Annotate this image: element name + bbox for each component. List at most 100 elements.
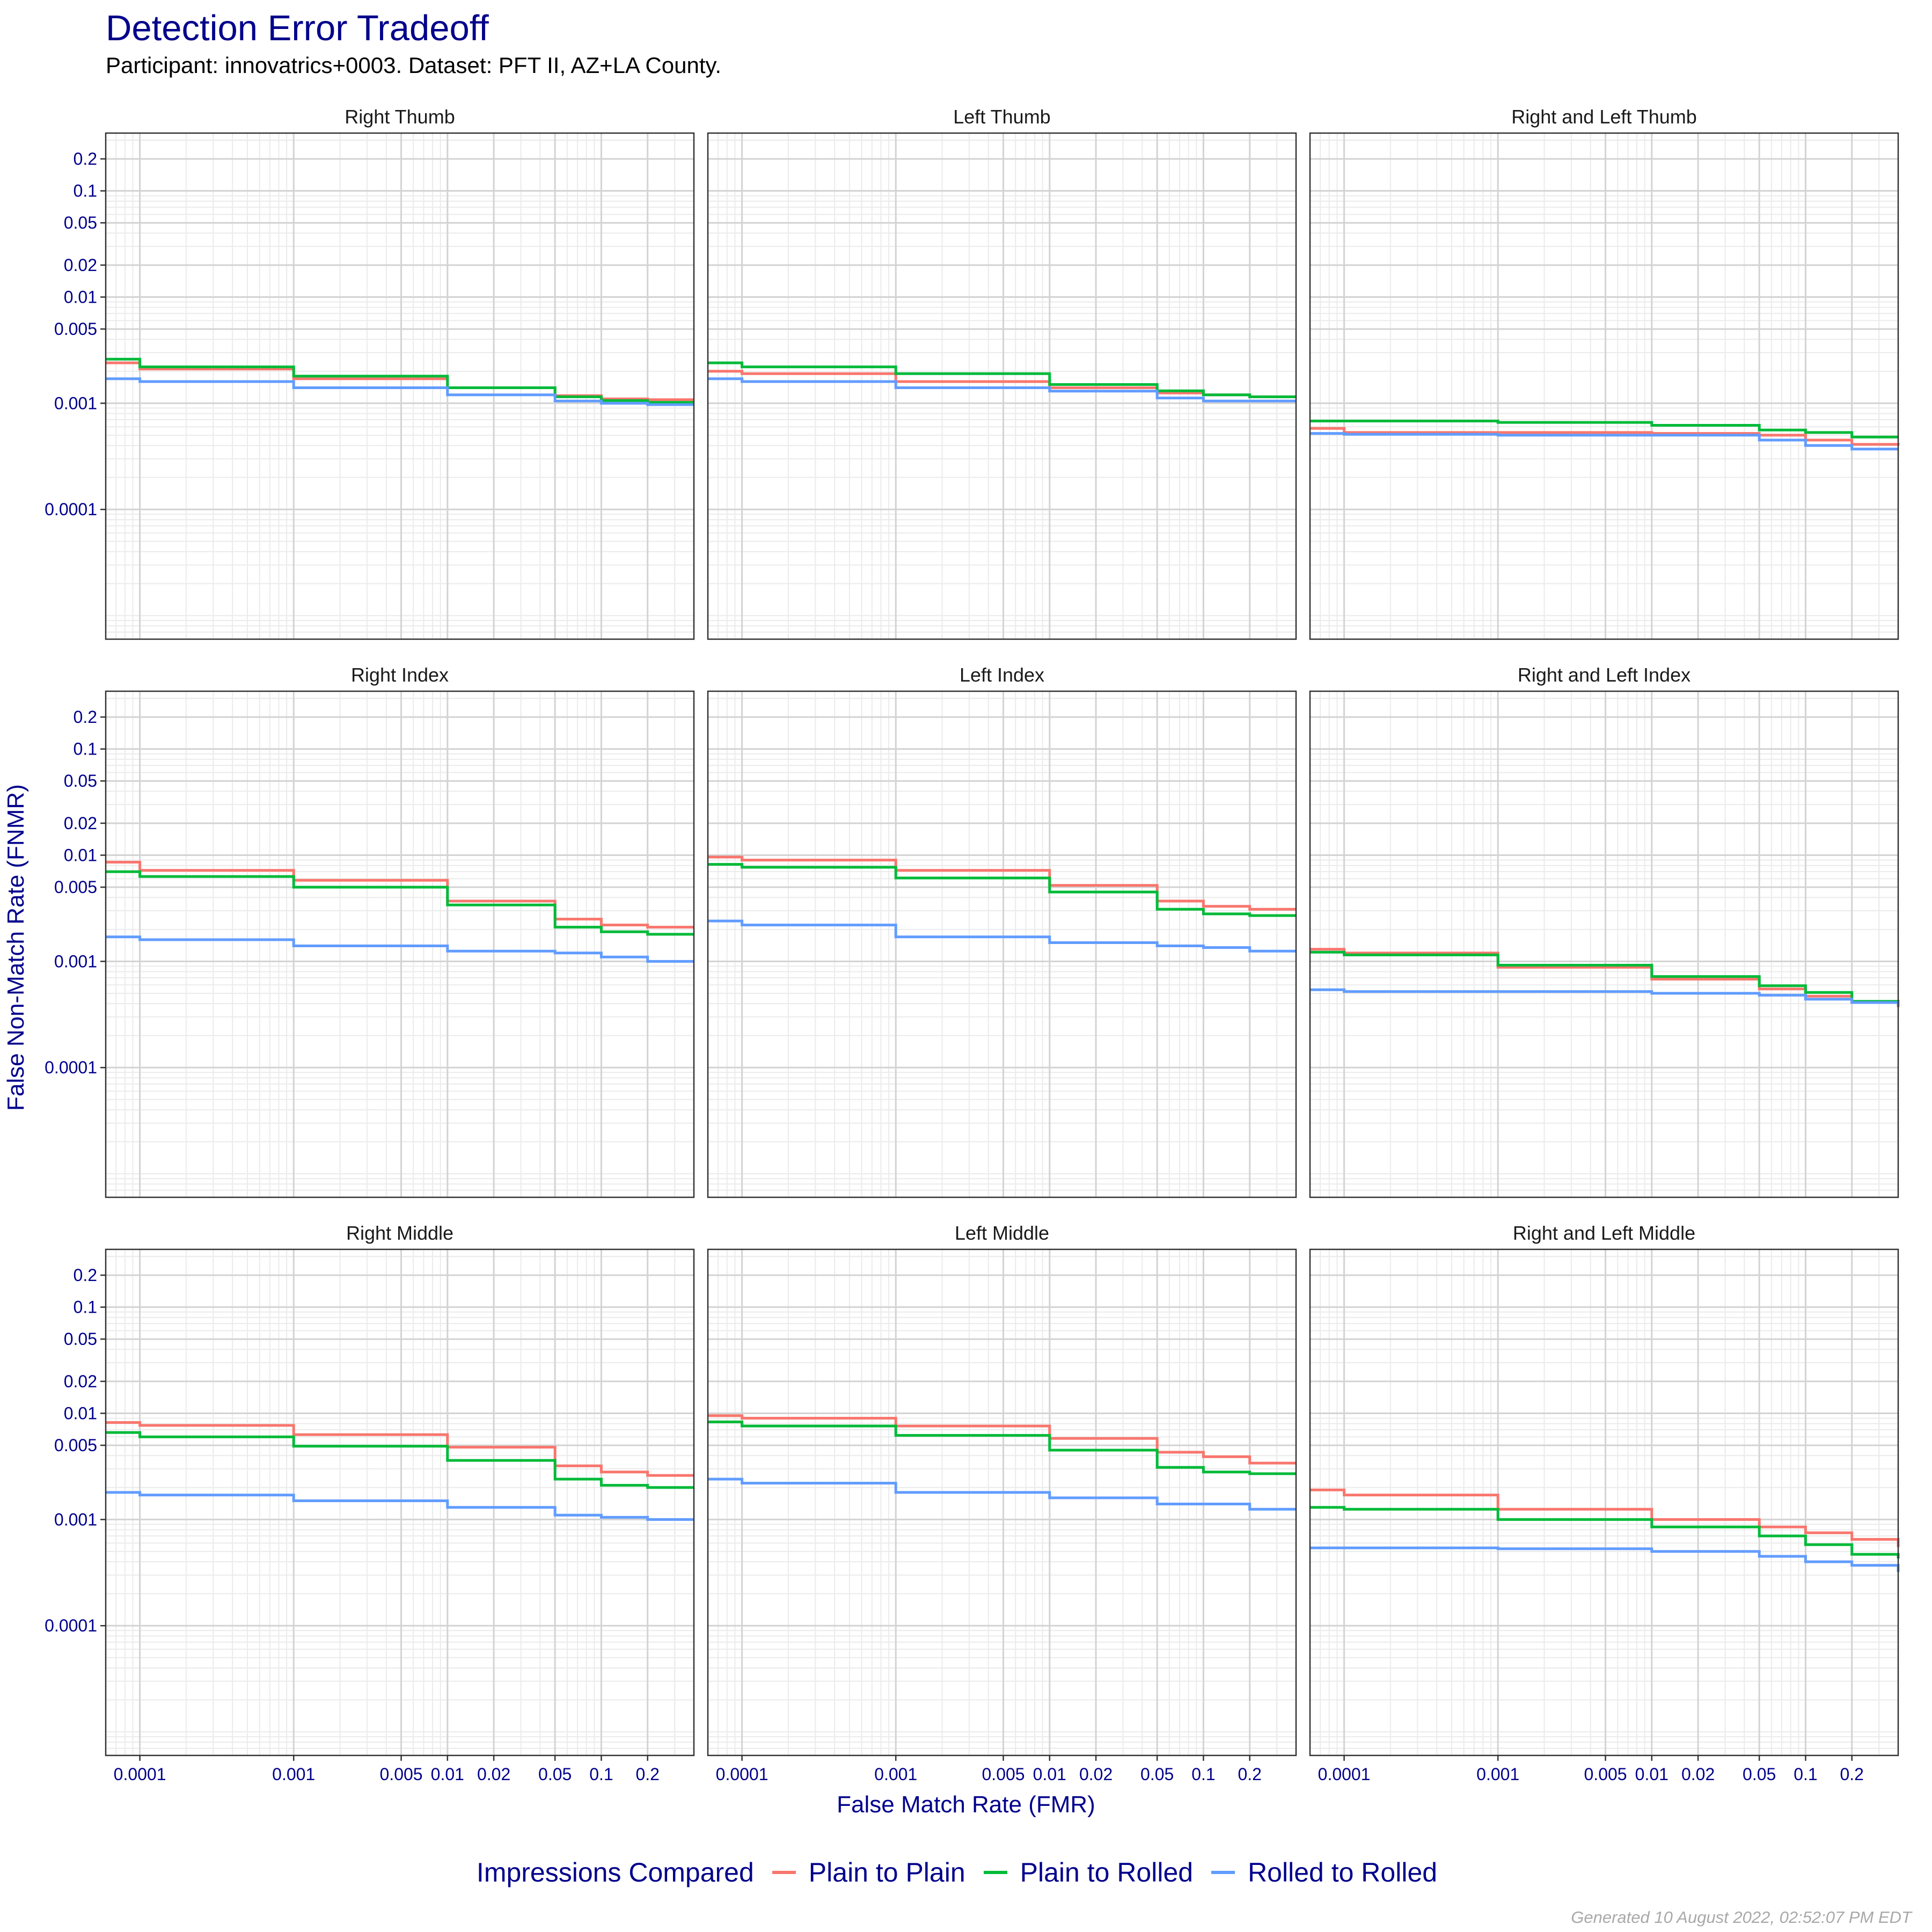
y-tick-label: 0.02 bbox=[64, 1372, 97, 1391]
panel-background-right-thumb bbox=[106, 133, 694, 639]
y-tick-label: 0.1 bbox=[74, 181, 97, 201]
panel-background-right-and-left-thumb bbox=[1310, 133, 1898, 639]
y-tick-label: 0.0001 bbox=[45, 1616, 97, 1635]
series-line-plain-to-rolled-left-middle bbox=[708, 1421, 1296, 1475]
y-tick-label: 0.01 bbox=[64, 1404, 97, 1423]
legend-label-plain-to-plain: Plain to Plain bbox=[808, 1857, 965, 1887]
panel-border-right-and-left-thumb bbox=[1309, 132, 1899, 640]
y-tick-label: 0.05 bbox=[64, 213, 97, 232]
y-tick-label: 0.02 bbox=[64, 255, 97, 275]
x-tick-label: 0.2 bbox=[635, 1765, 659, 1784]
panel-title-right-thumb: Right Thumb bbox=[345, 106, 455, 128]
x-tick-label: 0.1 bbox=[1794, 1765, 1817, 1784]
x-tick-label: 0.0001 bbox=[1318, 1765, 1371, 1784]
legend-label-rolled-to-rolled: Rolled to Rolled bbox=[1248, 1857, 1438, 1887]
series-line-plain-to-plain-left-middle bbox=[708, 1414, 1296, 1465]
x-tick-label: 0.1 bbox=[1191, 1765, 1215, 1784]
x-tick-label: 0.05 bbox=[1743, 1765, 1776, 1784]
series-line-plain-to-rolled-right-and-left-middle bbox=[1310, 1506, 1900, 1558]
y-tick-label: 0.001 bbox=[54, 393, 97, 413]
panel-border-right-and-left-middle bbox=[1309, 1248, 1899, 1757]
y-tick-label: 0.005 bbox=[54, 1436, 97, 1455]
y-tick-label: 0.1 bbox=[74, 740, 97, 759]
panel-title-right-and-left-middle: Right and Left Middle bbox=[1513, 1222, 1695, 1244]
x-tick-label: 0.01 bbox=[1033, 1765, 1066, 1784]
series-line-plain-to-plain-right-middle bbox=[106, 1421, 694, 1477]
panel-background-right-and-left-middle bbox=[1310, 1249, 1898, 1755]
series-line-plain-to-plain-right-index bbox=[106, 861, 694, 929]
series-line-rolled-to-rolled-right-and-left-index bbox=[1310, 988, 1900, 1006]
series-line-rolled-to-rolled-left-thumb bbox=[708, 377, 1296, 402]
legend-key-plain-to-rolled bbox=[983, 1871, 1007, 1874]
y-tick-label: 0.001 bbox=[54, 1510, 97, 1529]
legend-item-rolled-to-rolled: Rolled to Rolled bbox=[1211, 1857, 1437, 1888]
y-axis-label: False Non-Match Rate (FNMR) bbox=[3, 784, 29, 1111]
panel-border-right-and-left-index bbox=[1309, 690, 1899, 1198]
series-line-plain-to-plain-right-and-left-middle bbox=[1310, 1488, 1900, 1547]
panel-border-right-middle bbox=[105, 1248, 695, 1757]
generated-timestamp: Generated 10 August 2022, 02:52:07 PM ED… bbox=[1571, 1908, 1912, 1927]
series-line-rolled-to-rolled-right-and-left-middle bbox=[1310, 1546, 1900, 1572]
panel-title-left-thumb: Left Thumb bbox=[953, 106, 1050, 128]
x-tick-label: 0.001 bbox=[1476, 1765, 1519, 1784]
panel-title-right-index: Right Index bbox=[351, 664, 449, 686]
series-line-rolled-to-rolled-left-index bbox=[708, 919, 1296, 953]
panel-background-left-index bbox=[708, 691, 1296, 1197]
y-tick-label: 0.005 bbox=[54, 319, 97, 339]
panel-background-left-middle bbox=[708, 1249, 1296, 1755]
x-tick-label: 0.001 bbox=[272, 1765, 315, 1784]
x-tick-label: 0.01 bbox=[1635, 1765, 1668, 1784]
y-tick-label: 0.01 bbox=[64, 288, 97, 307]
panel-background-right-and-left-index bbox=[1310, 691, 1898, 1197]
y-tick-label: 0.0001 bbox=[45, 1058, 97, 1077]
series-line-rolled-to-rolled-left-middle bbox=[708, 1477, 1296, 1511]
legend-item-plain-to-plain: Plain to Plain bbox=[772, 1857, 965, 1888]
y-tick-label: 0.001 bbox=[54, 952, 97, 971]
x-tick-label: 0.01 bbox=[431, 1765, 464, 1784]
y-tick-label: 0.05 bbox=[64, 1329, 97, 1349]
panel-title-left-index: Left Index bbox=[960, 664, 1044, 686]
panel-background-right-middle bbox=[106, 1249, 694, 1755]
y-tick-label: 0.1 bbox=[74, 1298, 97, 1317]
legend: Impressions Compared Plain to Plain Plai… bbox=[0, 1857, 1932, 1888]
series-line-plain-to-rolled-right-thumb bbox=[106, 357, 694, 404]
chart-subtitle: Participant: innovatrics+0003. Dataset: … bbox=[106, 53, 722, 78]
legend-label-plain-to-rolled: Plain to Rolled bbox=[1020, 1857, 1194, 1887]
y-tick-label: 0.2 bbox=[74, 1265, 97, 1285]
y-tick-label: 0.05 bbox=[64, 771, 97, 791]
panel-border-left-index bbox=[707, 690, 1297, 1198]
legend-key-rolled-to-rolled bbox=[1211, 1871, 1235, 1874]
x-tick-label: 0.05 bbox=[1140, 1765, 1174, 1784]
x-tick-label: 0.2 bbox=[1238, 1765, 1261, 1784]
x-tick-label: 0.05 bbox=[538, 1765, 572, 1784]
x-tick-label: 0.005 bbox=[380, 1765, 423, 1784]
legend-item-plain-to-rolled: Plain to Rolled bbox=[983, 1857, 1194, 1888]
series-line-rolled-to-rolled-right-middle bbox=[106, 1491, 694, 1521]
x-tick-label: 0.02 bbox=[477, 1765, 510, 1784]
panel-title-right-middle: Right Middle bbox=[346, 1222, 453, 1244]
series-line-plain-to-rolled-left-thumb bbox=[708, 361, 1296, 398]
panel-background-left-thumb bbox=[708, 133, 1296, 639]
y-tick-label: 0.0001 bbox=[45, 500, 97, 519]
x-tick-label: 0.02 bbox=[1681, 1765, 1715, 1784]
y-tick-label: 0.005 bbox=[54, 877, 97, 897]
chart-title: Detection Error Tradeoff bbox=[106, 8, 489, 48]
y-tick-label: 0.02 bbox=[64, 814, 97, 833]
x-tick-label: 0.0001 bbox=[114, 1765, 166, 1784]
series-line-plain-to-rolled-right-and-left-thumb bbox=[1310, 420, 1898, 438]
panel-background-right-index bbox=[106, 691, 694, 1197]
x-tick-label: 0.0001 bbox=[716, 1765, 769, 1784]
series-line-rolled-to-rolled-right-index bbox=[106, 935, 694, 963]
x-tick-label: 0.005 bbox=[982, 1765, 1025, 1784]
panel-border-right-thumb bbox=[105, 132, 695, 640]
x-tick-label: 0.001 bbox=[874, 1765, 917, 1784]
x-tick-label: 0.02 bbox=[1079, 1765, 1113, 1784]
panel-border-left-thumb bbox=[707, 132, 1297, 640]
series-line-rolled-to-rolled-right-and-left-thumb bbox=[1310, 432, 1898, 451]
panel-border-left-middle bbox=[707, 1248, 1297, 1757]
y-tick-label: 0.2 bbox=[74, 707, 97, 727]
y-tick-label: 0.2 bbox=[74, 149, 97, 169]
panel-border-right-index bbox=[105, 690, 695, 1198]
